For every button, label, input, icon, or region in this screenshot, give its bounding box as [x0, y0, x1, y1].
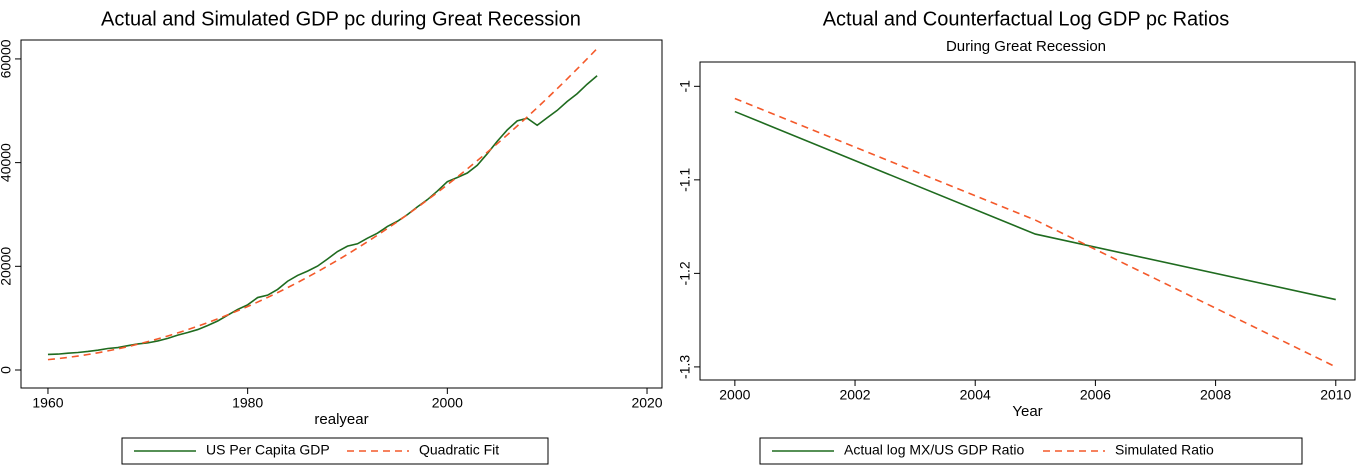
x-tick-label: 1960	[32, 395, 63, 411]
y-tick-label: 20000	[0, 247, 14, 286]
legend-box	[759, 437, 1303, 465]
x-tick-label: 1980	[232, 395, 263, 411]
series-line	[47, 75, 598, 356]
series-line	[734, 97, 1337, 368]
chart-title: Actual and Counterfactual Log GDP pc Rat…	[823, 8, 1230, 30]
chart-subtitle: During Great Recession	[946, 38, 1106, 55]
y-tick-label: 0	[0, 366, 14, 374]
chart-title: Actual and Simulated GDP pc during Great…	[101, 8, 581, 30]
x-tick-label: 2002	[839, 387, 870, 403]
legend-label: Actual log MX/US GDP Ratio	[844, 442, 1024, 458]
y-tick-label: -1	[677, 80, 693, 93]
y-tick-label: -1.3	[677, 355, 693, 379]
plot-frame	[699, 61, 1356, 381]
series-line	[47, 48, 598, 361]
y-tick-label: 40000	[0, 143, 14, 182]
x-tick-label: 2006	[1080, 387, 1111, 403]
x-tick-label: 2020	[631, 395, 662, 411]
x-tick-label: 2004	[960, 387, 991, 403]
legend-label: US Per Capita GDP	[206, 442, 330, 458]
x-axis-title: realyear	[314, 411, 368, 428]
y-tick-label: 60000	[0, 39, 14, 78]
x-tick-label: 2008	[1200, 387, 1231, 403]
x-tick-label: 2000	[719, 387, 750, 403]
y-tick-label: -1.2	[677, 261, 693, 285]
x-axis-title: Year	[1012, 403, 1042, 420]
x-tick-label: 2010	[1320, 387, 1351, 403]
legend-label: Simulated Ratio	[1115, 442, 1214, 458]
plot-frame	[20, 39, 663, 389]
x-tick-label: 2000	[432, 395, 463, 411]
series-line	[734, 110, 1336, 301]
legend-label: Quadratic Fit	[419, 442, 499, 458]
y-tick-label: -1.1	[677, 168, 693, 192]
